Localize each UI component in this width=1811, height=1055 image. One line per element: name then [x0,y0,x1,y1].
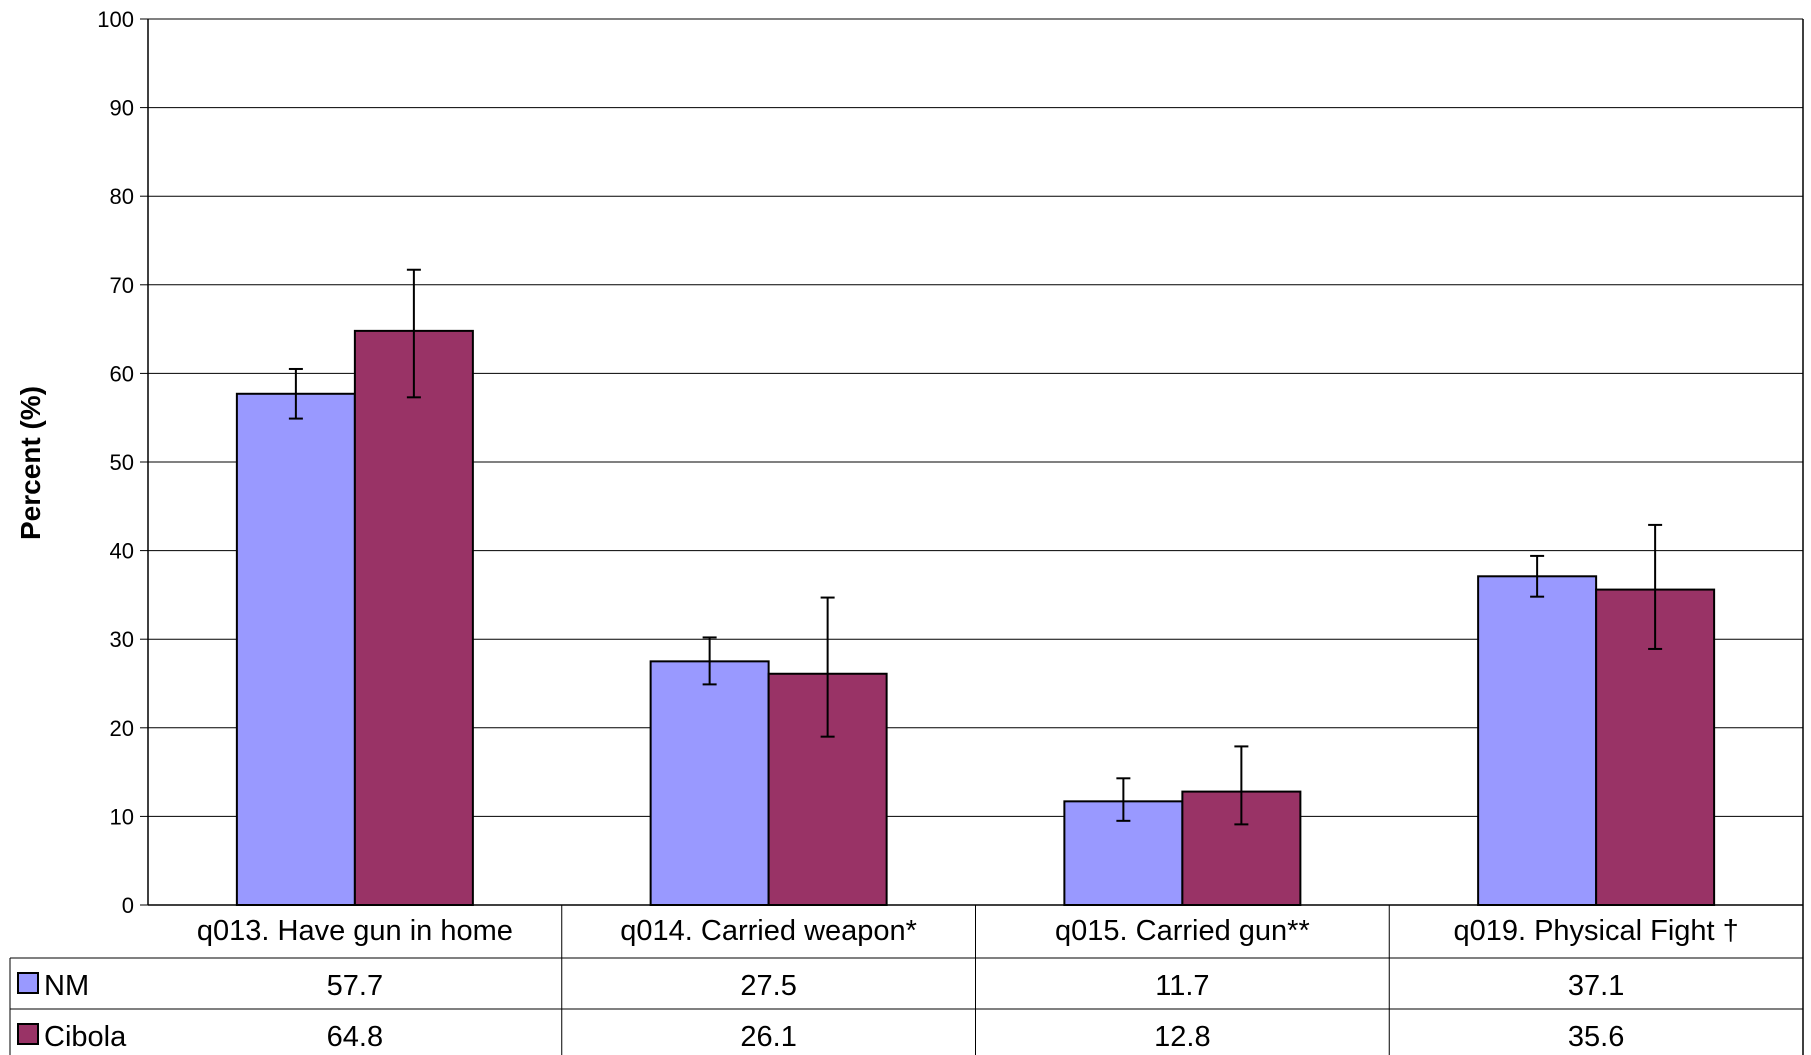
y-tick-label: 20 [110,716,134,741]
y-tick-label: 70 [110,273,134,298]
error-bar-cibola-3 [1648,523,1663,650]
y-tick-label: 30 [110,627,134,652]
legend-label: Cibola [44,1021,127,1053]
data-label: 64.8 [327,1021,383,1053]
bar-nm-1 [649,660,770,906]
y-axis-ticks: 0 10 20 30 40 50 60 70 80 90 100 [97,7,148,918]
y-tick-label: 50 [110,450,134,475]
x-tick-label: q015. Carried gun** [1055,915,1310,947]
y-tick-label: 10 [110,804,134,829]
error-bar-nm-2 [1116,777,1131,822]
error-bar-nm-0 [288,367,303,420]
y-tick-label: 90 [110,96,134,121]
legend-key-nm [17,972,39,994]
bar-nm-3 [1477,575,1598,906]
error-bar-cibola-0 [406,268,421,399]
y-tick-label: 60 [110,361,134,386]
error-bar-cibola-1 [820,596,835,738]
data-label: 27.5 [740,970,796,1002]
error-bar-nm-3 [1530,554,1545,598]
x-tick-label: q019. Physical Fight † [1453,915,1738,947]
data-label: 11.7 [1155,970,1209,1002]
error-bars [288,268,1663,826]
y-tick-label: 80 [110,184,134,209]
x-tick-label: q014. Carried weapon* [620,915,917,947]
y-tick-label: 40 [110,539,134,564]
data-label: 37.1 [1568,970,1624,1002]
bars [235,329,1716,907]
data-label: 26.1 [740,1021,796,1053]
data-table: q013. Have gun in home q014. Carried weap… [9,19,1804,1055]
data-label: 35.6 [1568,1021,1624,1053]
bar-nm-0 [235,392,356,906]
y-tick-label: 0 [122,893,134,918]
legend-label: NM [44,970,89,1002]
y-tick-label: 100 [97,7,134,32]
data-label: 57.7 [327,970,383,1002]
data-label: 12.8 [1154,1021,1210,1053]
bar-cibola-0 [353,329,474,906]
y-axis-label: Percent (%) [15,386,46,540]
legend-key-cibola [17,1023,39,1045]
x-tick-label: q013. Have gun in home [197,915,513,947]
error-bar-nm-1 [702,636,717,686]
error-bar-cibola-2 [1234,745,1249,826]
